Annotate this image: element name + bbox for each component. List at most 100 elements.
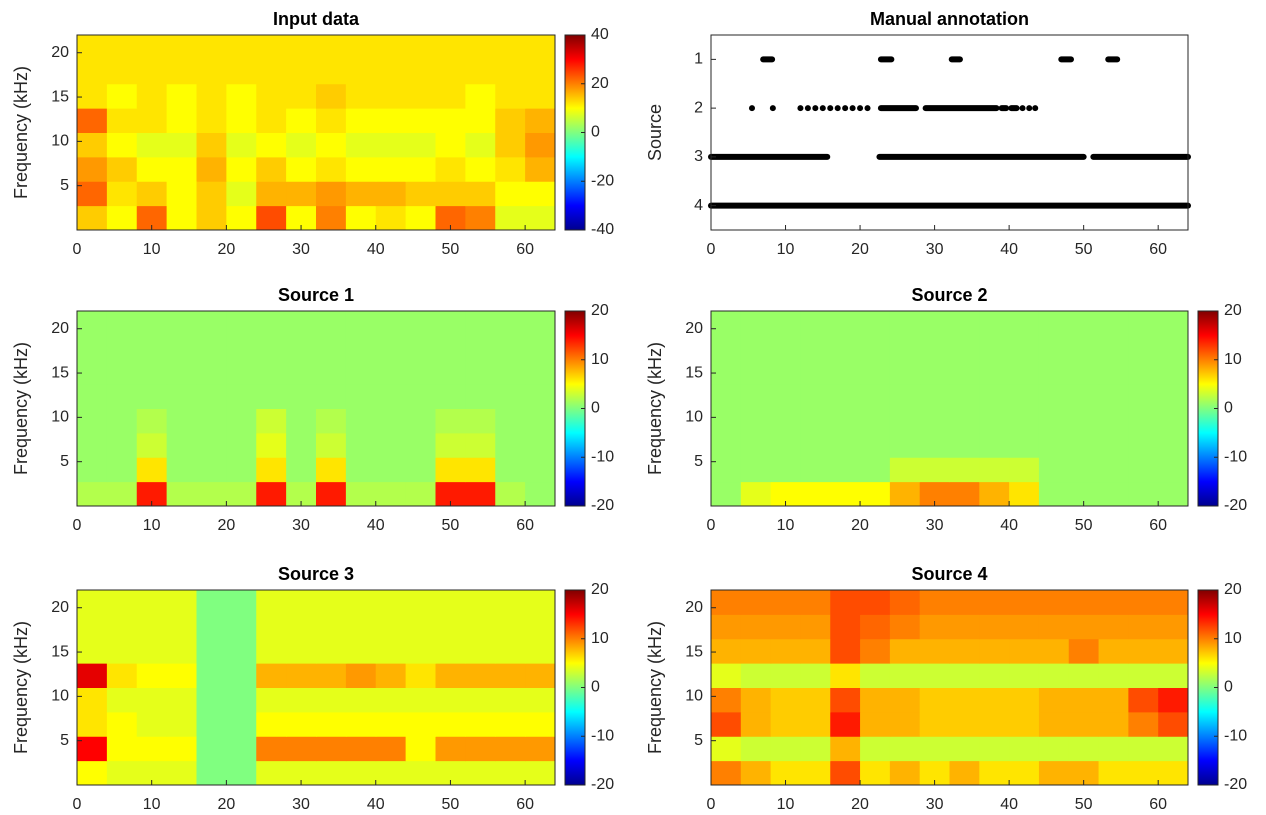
x-tick-label: 30 bbox=[292, 241, 310, 258]
x-tick-label: 0 bbox=[707, 796, 716, 813]
heat-cell bbox=[770, 687, 801, 713]
x-tick-label: 0 bbox=[707, 517, 716, 534]
heat-cell bbox=[166, 590, 197, 615]
heat-cell bbox=[1158, 736, 1189, 762]
heat-cell bbox=[465, 408, 496, 434]
heat-cell bbox=[435, 156, 466, 182]
heat-cell bbox=[495, 481, 526, 507]
heat-cell bbox=[949, 408, 980, 434]
heat-cell bbox=[830, 359, 861, 385]
heat-cell bbox=[136, 590, 168, 615]
heat-cell bbox=[136, 408, 168, 434]
heat-cell bbox=[740, 663, 772, 688]
heat-cell bbox=[136, 132, 168, 158]
heat-cell bbox=[136, 311, 168, 336]
heat-cell bbox=[800, 311, 831, 336]
heat-cell bbox=[860, 311, 891, 336]
colorbar-tick-label: 0 bbox=[1224, 679, 1233, 696]
heat-cell bbox=[106, 359, 138, 385]
heat-cell bbox=[889, 432, 921, 458]
heat-cell bbox=[800, 687, 831, 713]
heat-cell bbox=[226, 205, 257, 231]
heat-cell bbox=[375, 687, 407, 713]
heat-cell bbox=[166, 132, 197, 158]
heat-cell bbox=[166, 432, 197, 458]
heat-cell bbox=[316, 408, 347, 434]
heat-cell bbox=[860, 384, 891, 409]
heat-cell bbox=[256, 638, 287, 664]
heat-cell bbox=[286, 384, 317, 409]
x-tick-label: 30 bbox=[926, 517, 944, 534]
heat-cell bbox=[979, 736, 1010, 762]
heat-cell bbox=[525, 590, 556, 615]
y-tick-label: 5 bbox=[694, 732, 703, 749]
heat-cell bbox=[106, 663, 138, 688]
y-axis-label: Frequency (kHz) bbox=[645, 621, 665, 754]
heat-cell bbox=[770, 590, 801, 615]
heat-cell bbox=[1158, 311, 1189, 336]
colorbar-tick-label: -20 bbox=[591, 776, 614, 793]
heat-cell bbox=[465, 614, 496, 640]
heat-cell bbox=[860, 736, 891, 762]
heat-cell bbox=[1128, 614, 1159, 640]
x-tick-label: 60 bbox=[516, 796, 534, 813]
heat-cell bbox=[830, 590, 861, 615]
heat-cell bbox=[979, 311, 1010, 336]
heat-cell bbox=[226, 736, 257, 762]
heat-cell bbox=[106, 108, 138, 133]
colorbar-tick-label: 20 bbox=[591, 75, 609, 92]
heat-cell bbox=[1068, 384, 1100, 409]
heat-cell bbox=[1038, 614, 1070, 640]
heat-cell bbox=[375, 760, 407, 786]
heat-cell bbox=[316, 614, 347, 640]
heat-cell bbox=[435, 408, 466, 434]
heat-cell bbox=[1098, 384, 1129, 409]
y-tick-label: 10 bbox=[51, 688, 69, 705]
heat-cell bbox=[256, 736, 287, 762]
heat-cell bbox=[979, 384, 1010, 409]
axes-box bbox=[710, 310, 1189, 507]
heat-cell bbox=[226, 432, 257, 458]
heat-cell bbox=[106, 687, 138, 713]
heat-cell bbox=[405, 590, 436, 615]
heat-cell bbox=[256, 335, 287, 361]
heat-cell bbox=[256, 711, 287, 737]
heat-cell bbox=[345, 181, 377, 207]
heat-cell bbox=[800, 614, 831, 640]
heat-cell bbox=[919, 638, 950, 664]
heat-cell bbox=[830, 335, 861, 361]
heat-cell bbox=[375, 132, 407, 158]
x-tick-label: 40 bbox=[1000, 796, 1018, 813]
heat-cell bbox=[196, 736, 227, 762]
heat-cell bbox=[375, 311, 407, 336]
heat-cell bbox=[166, 311, 197, 336]
heat-cell bbox=[106, 35, 138, 60]
heat-cell bbox=[166, 156, 197, 182]
heat-cell bbox=[136, 432, 168, 458]
heat-cell bbox=[345, 711, 377, 737]
heat-cell bbox=[979, 614, 1010, 640]
heat-cell bbox=[435, 638, 466, 664]
heat-cell bbox=[830, 481, 861, 507]
heat-cell bbox=[256, 663, 287, 688]
heat-cell bbox=[226, 638, 257, 664]
heat-cell bbox=[77, 687, 108, 713]
heat-cell bbox=[435, 687, 466, 713]
heat-cell bbox=[1098, 590, 1129, 615]
x-tick-label: 50 bbox=[1075, 517, 1093, 534]
heat-cell bbox=[136, 687, 168, 713]
heat-cell bbox=[166, 205, 197, 231]
heat-cell bbox=[889, 457, 921, 483]
heat-cell bbox=[1158, 335, 1189, 361]
heat-cell bbox=[1009, 760, 1040, 786]
heat-cell bbox=[525, 384, 556, 409]
heat-cell bbox=[1068, 311, 1100, 336]
y-tick-label: 10 bbox=[685, 688, 703, 705]
heat-cell bbox=[800, 638, 831, 664]
heat-cell bbox=[106, 205, 138, 231]
heat-cell bbox=[919, 614, 950, 640]
heat-cell bbox=[711, 736, 742, 762]
heat-cell bbox=[1068, 736, 1100, 762]
heat-cell bbox=[860, 687, 891, 713]
y-tick-label: 15 bbox=[51, 364, 69, 381]
